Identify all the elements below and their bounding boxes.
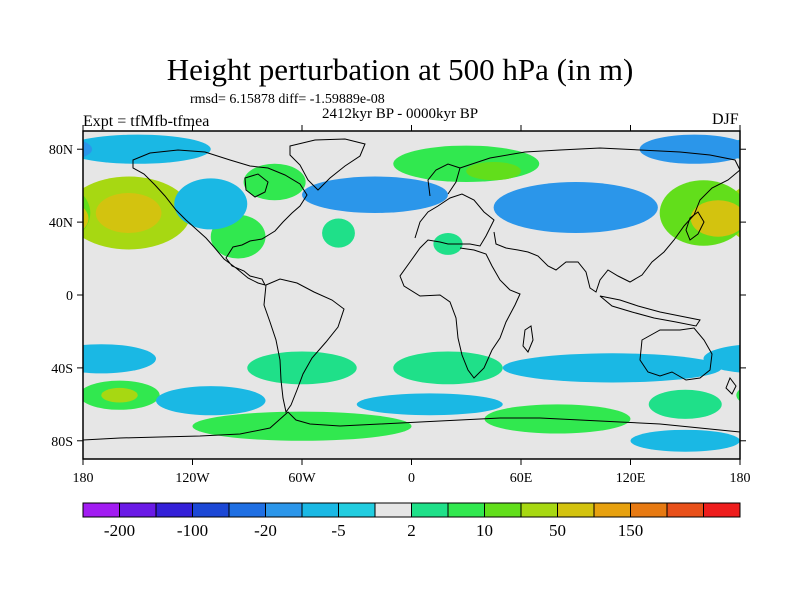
lon-tick-label: 180 xyxy=(730,471,751,486)
colorbar-label: 150 xyxy=(618,521,644,540)
indonesia-coastline xyxy=(599,295,701,327)
colorbar: -200 -100 -20 -5 2 10 50 150 xyxy=(82,502,741,540)
antarctica-coastline xyxy=(83,411,740,441)
hudson-bay-coastline xyxy=(244,173,269,198)
anomaly-region xyxy=(502,353,722,383)
anomaly-region xyxy=(83,207,89,230)
colorbar-label: -5 xyxy=(331,521,345,540)
anomaly-region xyxy=(247,351,357,385)
europe-africa-coastline xyxy=(399,193,521,379)
colorbar-label: -200 xyxy=(104,521,135,540)
colorbar-box xyxy=(447,502,485,518)
rmsd-stats: rmsd= 6.15878 diff= -1.59889e-08 xyxy=(190,92,385,107)
asia-coastline xyxy=(459,147,740,293)
anomaly-region xyxy=(690,200,740,237)
australia-coastline xyxy=(639,327,713,381)
time-period-label: 2412kyr BP - 0000kyr BP xyxy=(322,106,479,122)
anomaly-region xyxy=(302,176,448,213)
colorbar-label: -100 xyxy=(177,521,208,540)
experiment-label: Expt = tfMfb-tfmea xyxy=(83,113,210,130)
colorbar-box xyxy=(484,502,522,518)
plot-title: Height perturbation at 500 hPa (in m) xyxy=(166,52,634,87)
anomaly-region xyxy=(83,141,93,158)
anomaly-region xyxy=(356,393,503,416)
japan-coastline xyxy=(685,211,705,241)
north-america-coastline xyxy=(132,149,308,286)
lon-tick-label: 60W xyxy=(288,471,316,486)
colorbar-label: 50 xyxy=(549,521,566,540)
colorbar-box xyxy=(155,502,193,518)
lon-tick-label: 120E xyxy=(616,471,646,486)
colorbar-box xyxy=(119,502,157,518)
colorbar-box xyxy=(703,502,741,518)
lon-tick-label: 0 xyxy=(408,471,415,486)
anomaly-region xyxy=(83,344,156,374)
lon-tick-label: 60E xyxy=(510,471,533,486)
anomaly-region xyxy=(192,411,412,441)
greenland-coastline xyxy=(289,138,366,191)
lon-tick-label: 180 xyxy=(73,471,94,486)
anomaly-region xyxy=(630,429,740,452)
longitude-axis: 180 120W 60W 0 60E 120E 180 xyxy=(73,125,751,486)
colorbar-box xyxy=(301,502,339,518)
lat-tick-label: 0 xyxy=(66,289,73,304)
anomaly-region xyxy=(736,389,740,402)
colorbar-box xyxy=(630,502,668,518)
lat-tick-label: 40S xyxy=(51,362,73,377)
colorbar-box xyxy=(228,502,266,518)
anomaly-region xyxy=(83,134,211,164)
colorbar-label: 2 xyxy=(407,521,416,540)
scandinavia-coastline xyxy=(427,163,461,197)
colorbar-box xyxy=(666,502,704,518)
lat-tick-label: 40N xyxy=(49,216,73,231)
south-america-coastline xyxy=(263,278,345,414)
colorbar-box xyxy=(593,502,631,518)
colorbar-box xyxy=(82,502,120,518)
colorbar-box xyxy=(520,502,558,518)
coastline-layer xyxy=(83,138,740,441)
colorbar-label: 10 xyxy=(476,521,493,540)
colorbar-box xyxy=(557,502,595,518)
anomaly-region xyxy=(648,389,722,419)
season-label: DJF xyxy=(712,111,739,128)
lat-tick-label: 80S xyxy=(51,435,73,450)
anomaly-region xyxy=(322,218,355,248)
anomaly-region xyxy=(95,192,162,234)
anomaly-region xyxy=(101,387,138,403)
colorbar-box xyxy=(374,502,412,518)
colorbar-box xyxy=(265,502,303,518)
anomaly-region xyxy=(639,134,740,164)
colorbar-box xyxy=(338,502,376,518)
new-zealand-coastline xyxy=(725,376,737,395)
colorbar-box xyxy=(411,502,449,518)
lon-tick-label: 120W xyxy=(175,471,210,486)
anomaly-region xyxy=(393,145,540,183)
anomaly-region xyxy=(243,163,306,201)
anomaly-region xyxy=(156,386,266,416)
anomaly-region xyxy=(466,161,521,181)
lat-tick-label: 80N xyxy=(49,143,73,158)
anomaly-region xyxy=(393,351,503,385)
colorbar-label: -20 xyxy=(254,521,277,540)
colorbar-box xyxy=(192,502,230,518)
anomaly-region xyxy=(174,178,248,230)
latitude-axis: 80N 40N 0 40S 80S xyxy=(49,143,746,450)
anomaly-region xyxy=(83,194,91,232)
anomaly-region xyxy=(493,182,658,234)
madagascar-coastline xyxy=(522,325,534,353)
